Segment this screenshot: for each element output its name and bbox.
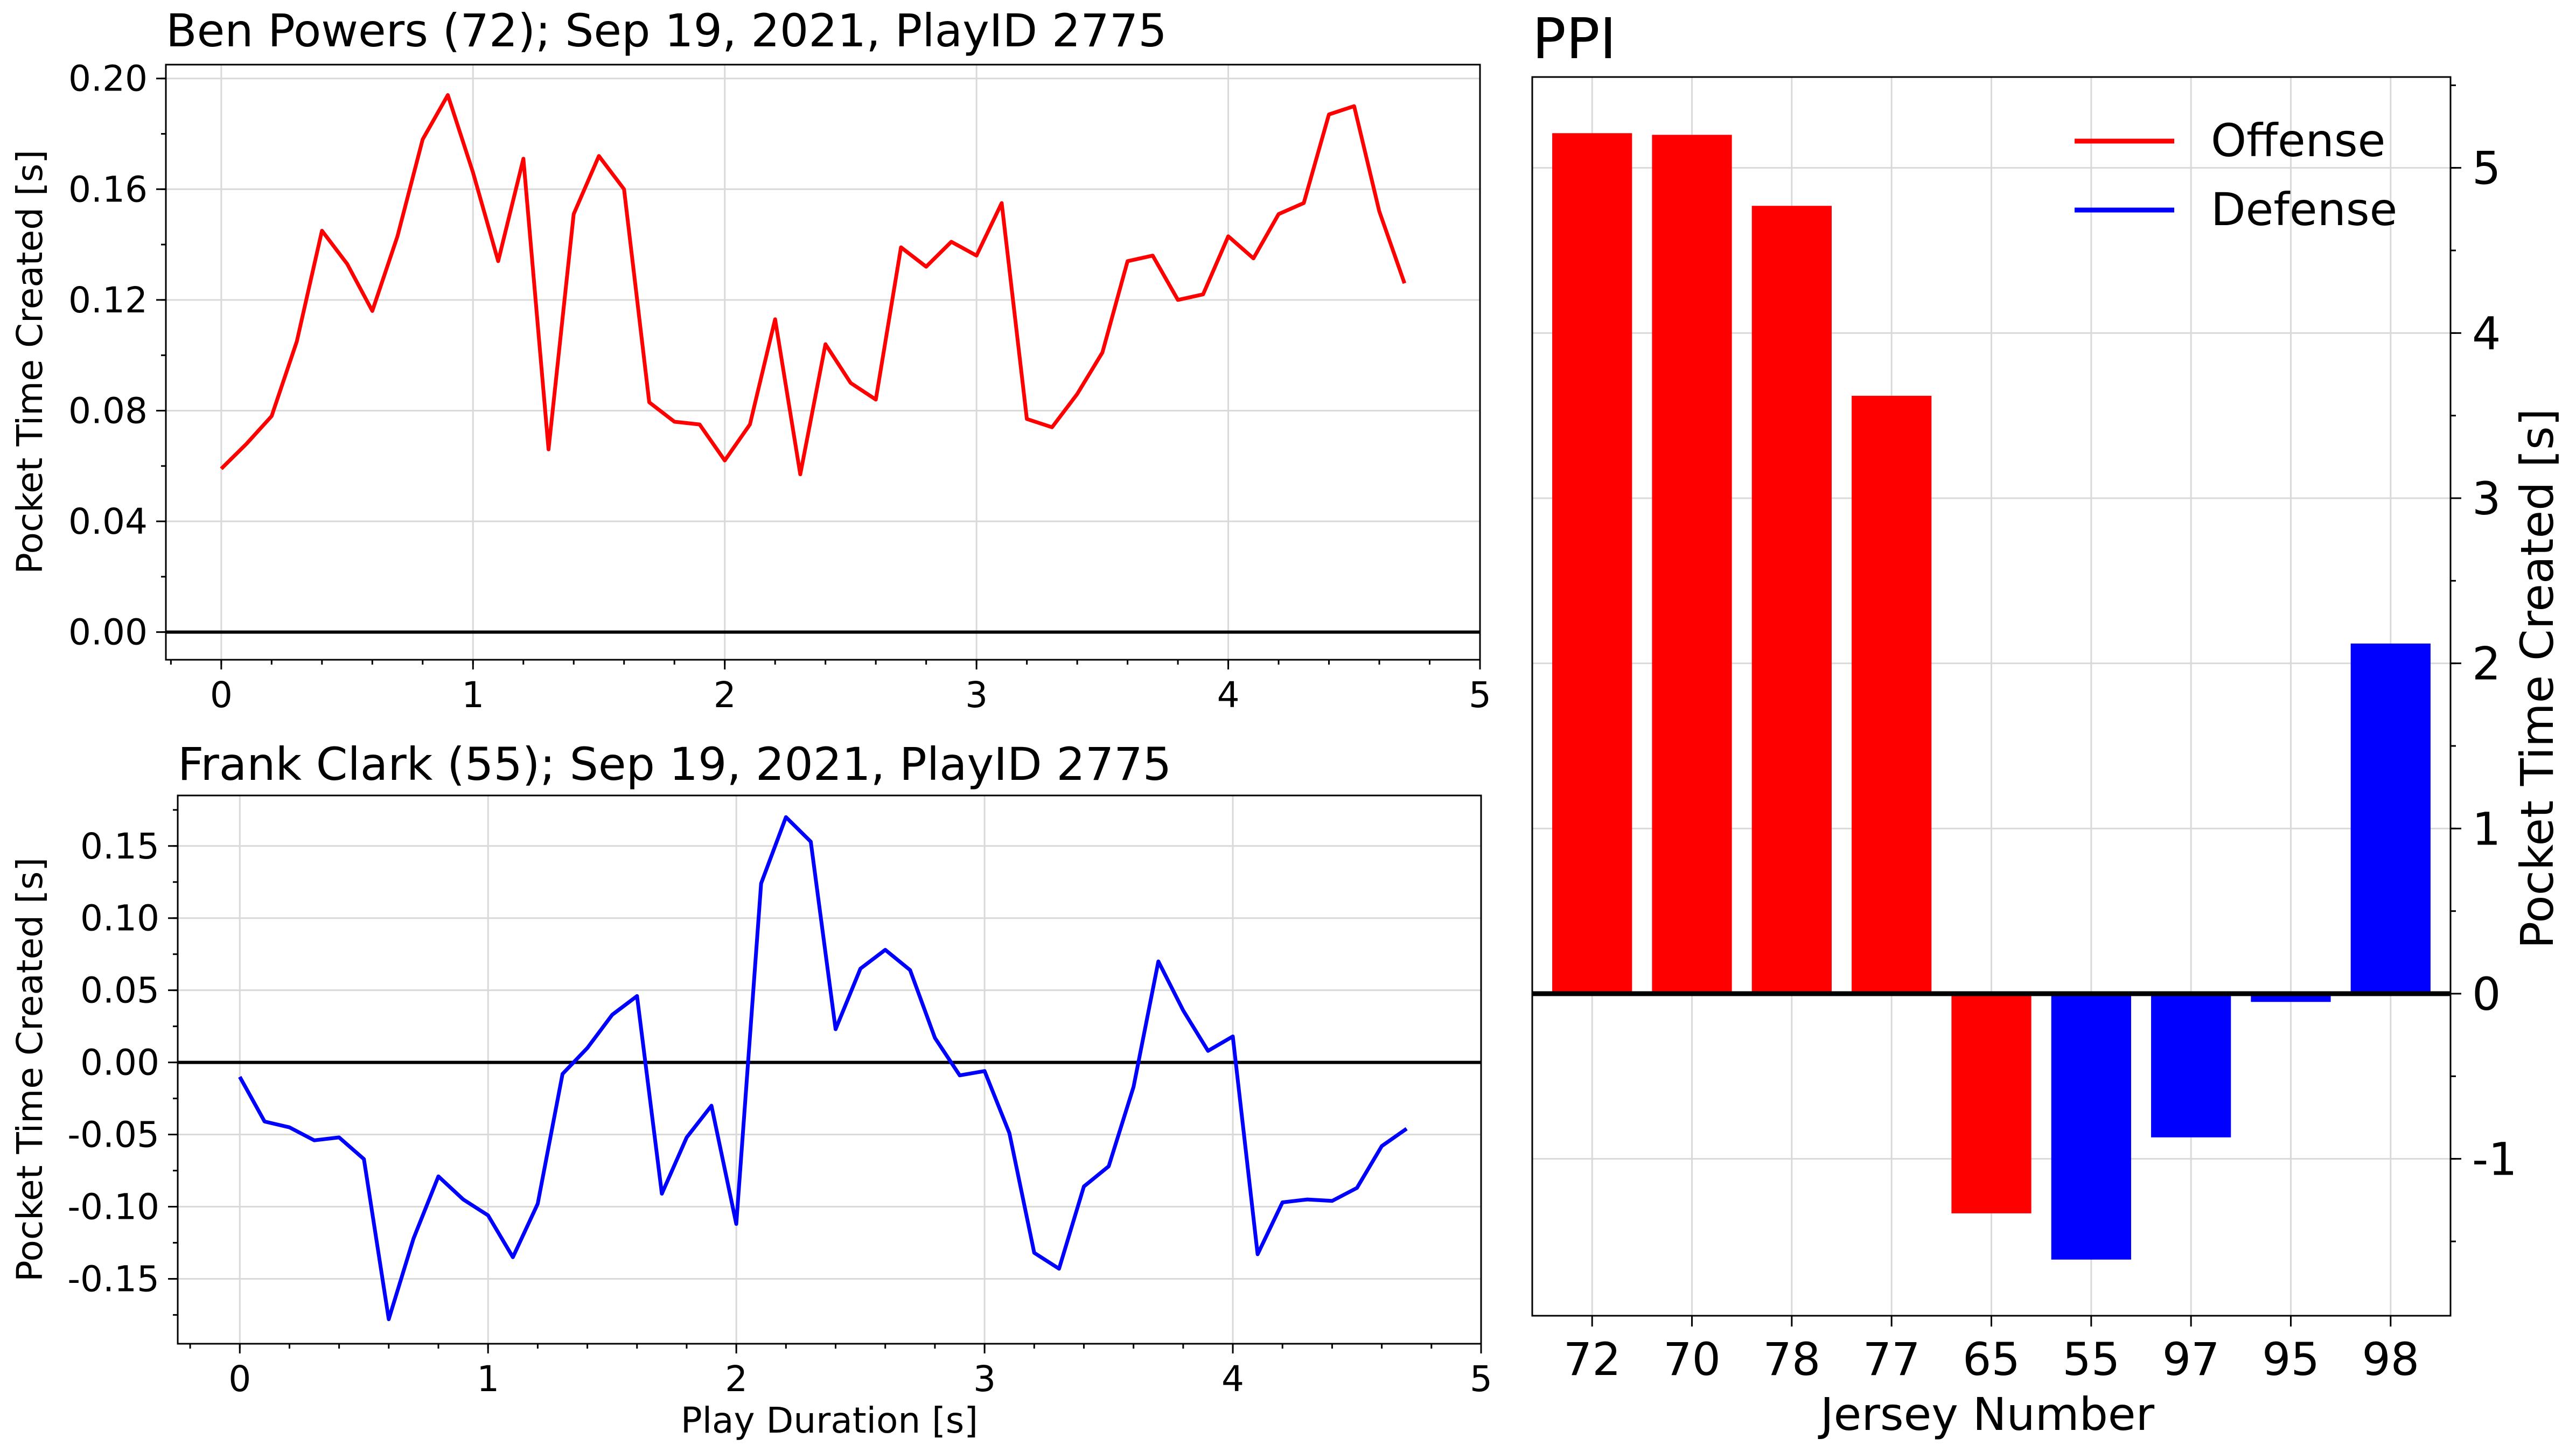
legend-label-offense: Offense	[2211, 114, 2385, 167]
chart1-line-series	[220, 93, 1407, 477]
chart1-ytick-label: 0.08	[68, 390, 148, 431]
chart3-bar	[2350, 643, 2431, 994]
chart3-xlabel: Jersey Number	[1818, 1388, 2155, 1441]
chart3-xtick-label: 65	[1963, 1333, 2020, 1386]
chart3-ytick-label: 5	[2472, 142, 2501, 195]
chart3-ylabel: Pocket Time Created [s]	[2511, 409, 2564, 949]
chart3-ytick-label: 4	[2472, 307, 2501, 360]
chart1-xtick-label: 1	[462, 674, 484, 716]
chart2-xtick-label: 5	[1470, 1358, 1492, 1400]
chart1-xtick-label: 0	[210, 674, 233, 716]
chart1-title: Ben Powers (72); Sep 19, 2021, PlayID 27…	[166, 4, 1167, 57]
chart2-ytick-label: 0.15	[80, 826, 159, 867]
chart3-bar	[1552, 133, 1632, 994]
chart3-xtick-label: 77	[1863, 1333, 1921, 1386]
chart2-xtick-label: 2	[725, 1358, 748, 1400]
chart3-ytick-label: 2	[2472, 638, 2501, 690]
chart3-bar	[2151, 994, 2231, 1137]
chart1-ytick-label: 0.12	[68, 280, 148, 321]
chart2-xtick-label: 0	[228, 1358, 251, 1400]
chart1-ytick-label: 0.04	[68, 501, 148, 542]
chart-panel-right: PPI 72 70 78 77 65 55 97 95 98 -1 0 1 2 3 4 5 Pocket Ti…	[1531, 6, 2564, 1441]
chart-panel-bottom-left: Frank Clark (55); Sep 19, 2021, PlayID 2…	[9, 738, 1492, 1441]
chart3-legend: Offense Defense	[2075, 114, 2397, 236]
chart-panel-top-left: Ben Powers (72); Sep 19, 2021, PlayID 27…	[9, 4, 1491, 716]
chart3-ytick-label: 3	[2472, 472, 2501, 525]
chart1-ytick-label: 0.20	[68, 58, 148, 100]
chart3-xtick-label: 97	[2162, 1333, 2220, 1386]
chart3-bar	[1751, 206, 1832, 994]
chart2-ytick-label: -0.15	[67, 1258, 159, 1300]
chart1-xtick-label: 5	[1469, 674, 1491, 716]
chart2-ytick-label: -0.05	[67, 1114, 159, 1156]
chart3-bar	[1951, 994, 2032, 1213]
chart1-ytick-label: 0.00	[68, 612, 148, 653]
chart2-xtick-label: 4	[1221, 1358, 1244, 1400]
chart1-ylabel: Pocket Time Created [s]	[9, 150, 51, 574]
chart2-ytick-label: 0.05	[80, 970, 159, 1011]
chart2-xtick-label: 3	[973, 1358, 996, 1400]
chart3-ytick-label: 1	[2472, 802, 2501, 855]
chart1-xtick-label: 3	[965, 674, 988, 716]
chart2-title: Frank Clark (55); Sep 19, 2021, PlayID 2…	[178, 738, 1171, 791]
chart2-ylabel: Pocket Time Created [s]	[9, 857, 51, 1282]
chart3-xtick-label: 55	[2062, 1333, 2120, 1386]
chart3-xtick-label: 98	[2362, 1333, 2419, 1386]
chart2-plot-frame	[177, 794, 1482, 1345]
chart3-bar	[1652, 135, 1732, 994]
chart3-bar	[2051, 994, 2131, 1260]
chart2-ticks: 0 1 2 3 4 5 -0.15 -0.10 -0.05 0.00 0.05 0.10 0.15	[67, 809, 1492, 1400]
chart2-ytick-label: -0.10	[67, 1186, 159, 1228]
chart3-ytick-label: 0	[2472, 968, 2501, 1021]
chart3-bar	[1852, 395, 1932, 994]
chart2-series-line	[238, 815, 1408, 1321]
chart1-ytick-label: 0.16	[68, 169, 148, 210]
chart2-ytick-label: 0.10	[80, 898, 159, 939]
chart2-grid	[178, 795, 1482, 1344]
chart1-ticks: 0 1 2 3 4 5 0.00 0.04 0.08 0.12 0.16 0.20	[68, 58, 1491, 716]
chart2-ytick-label: 0.00	[80, 1042, 159, 1084]
chart2-xlabel: Play Duration [s]	[681, 1400, 978, 1441]
chart3-title: PPI	[1532, 6, 1616, 72]
chart3-xtick-label: 70	[1663, 1333, 1721, 1386]
chart3-xtick-label: 72	[1563, 1333, 1621, 1386]
chart3-ticks: 72 70 78 77 65 55 97 95 98 -1 0 1 2 3 4 5	[1563, 84, 2517, 1386]
chart1-series-line	[220, 93, 1407, 477]
chart2-xtick-label: 1	[477, 1358, 499, 1400]
chart3-ytick-label: -1	[2472, 1133, 2517, 1186]
chart3-bars	[1552, 133, 2431, 1260]
chart1-xtick-label: 2	[714, 674, 736, 716]
chart3-xtick-label: 95	[2262, 1333, 2320, 1386]
chart2-line-series	[238, 815, 1408, 1321]
legend-label-defense: Defense	[2211, 183, 2397, 236]
chart3-xtick-label: 78	[1763, 1333, 1820, 1386]
chart1-plot-frame	[165, 64, 1481, 661]
chart1-xtick-label: 4	[1217, 674, 1240, 716]
